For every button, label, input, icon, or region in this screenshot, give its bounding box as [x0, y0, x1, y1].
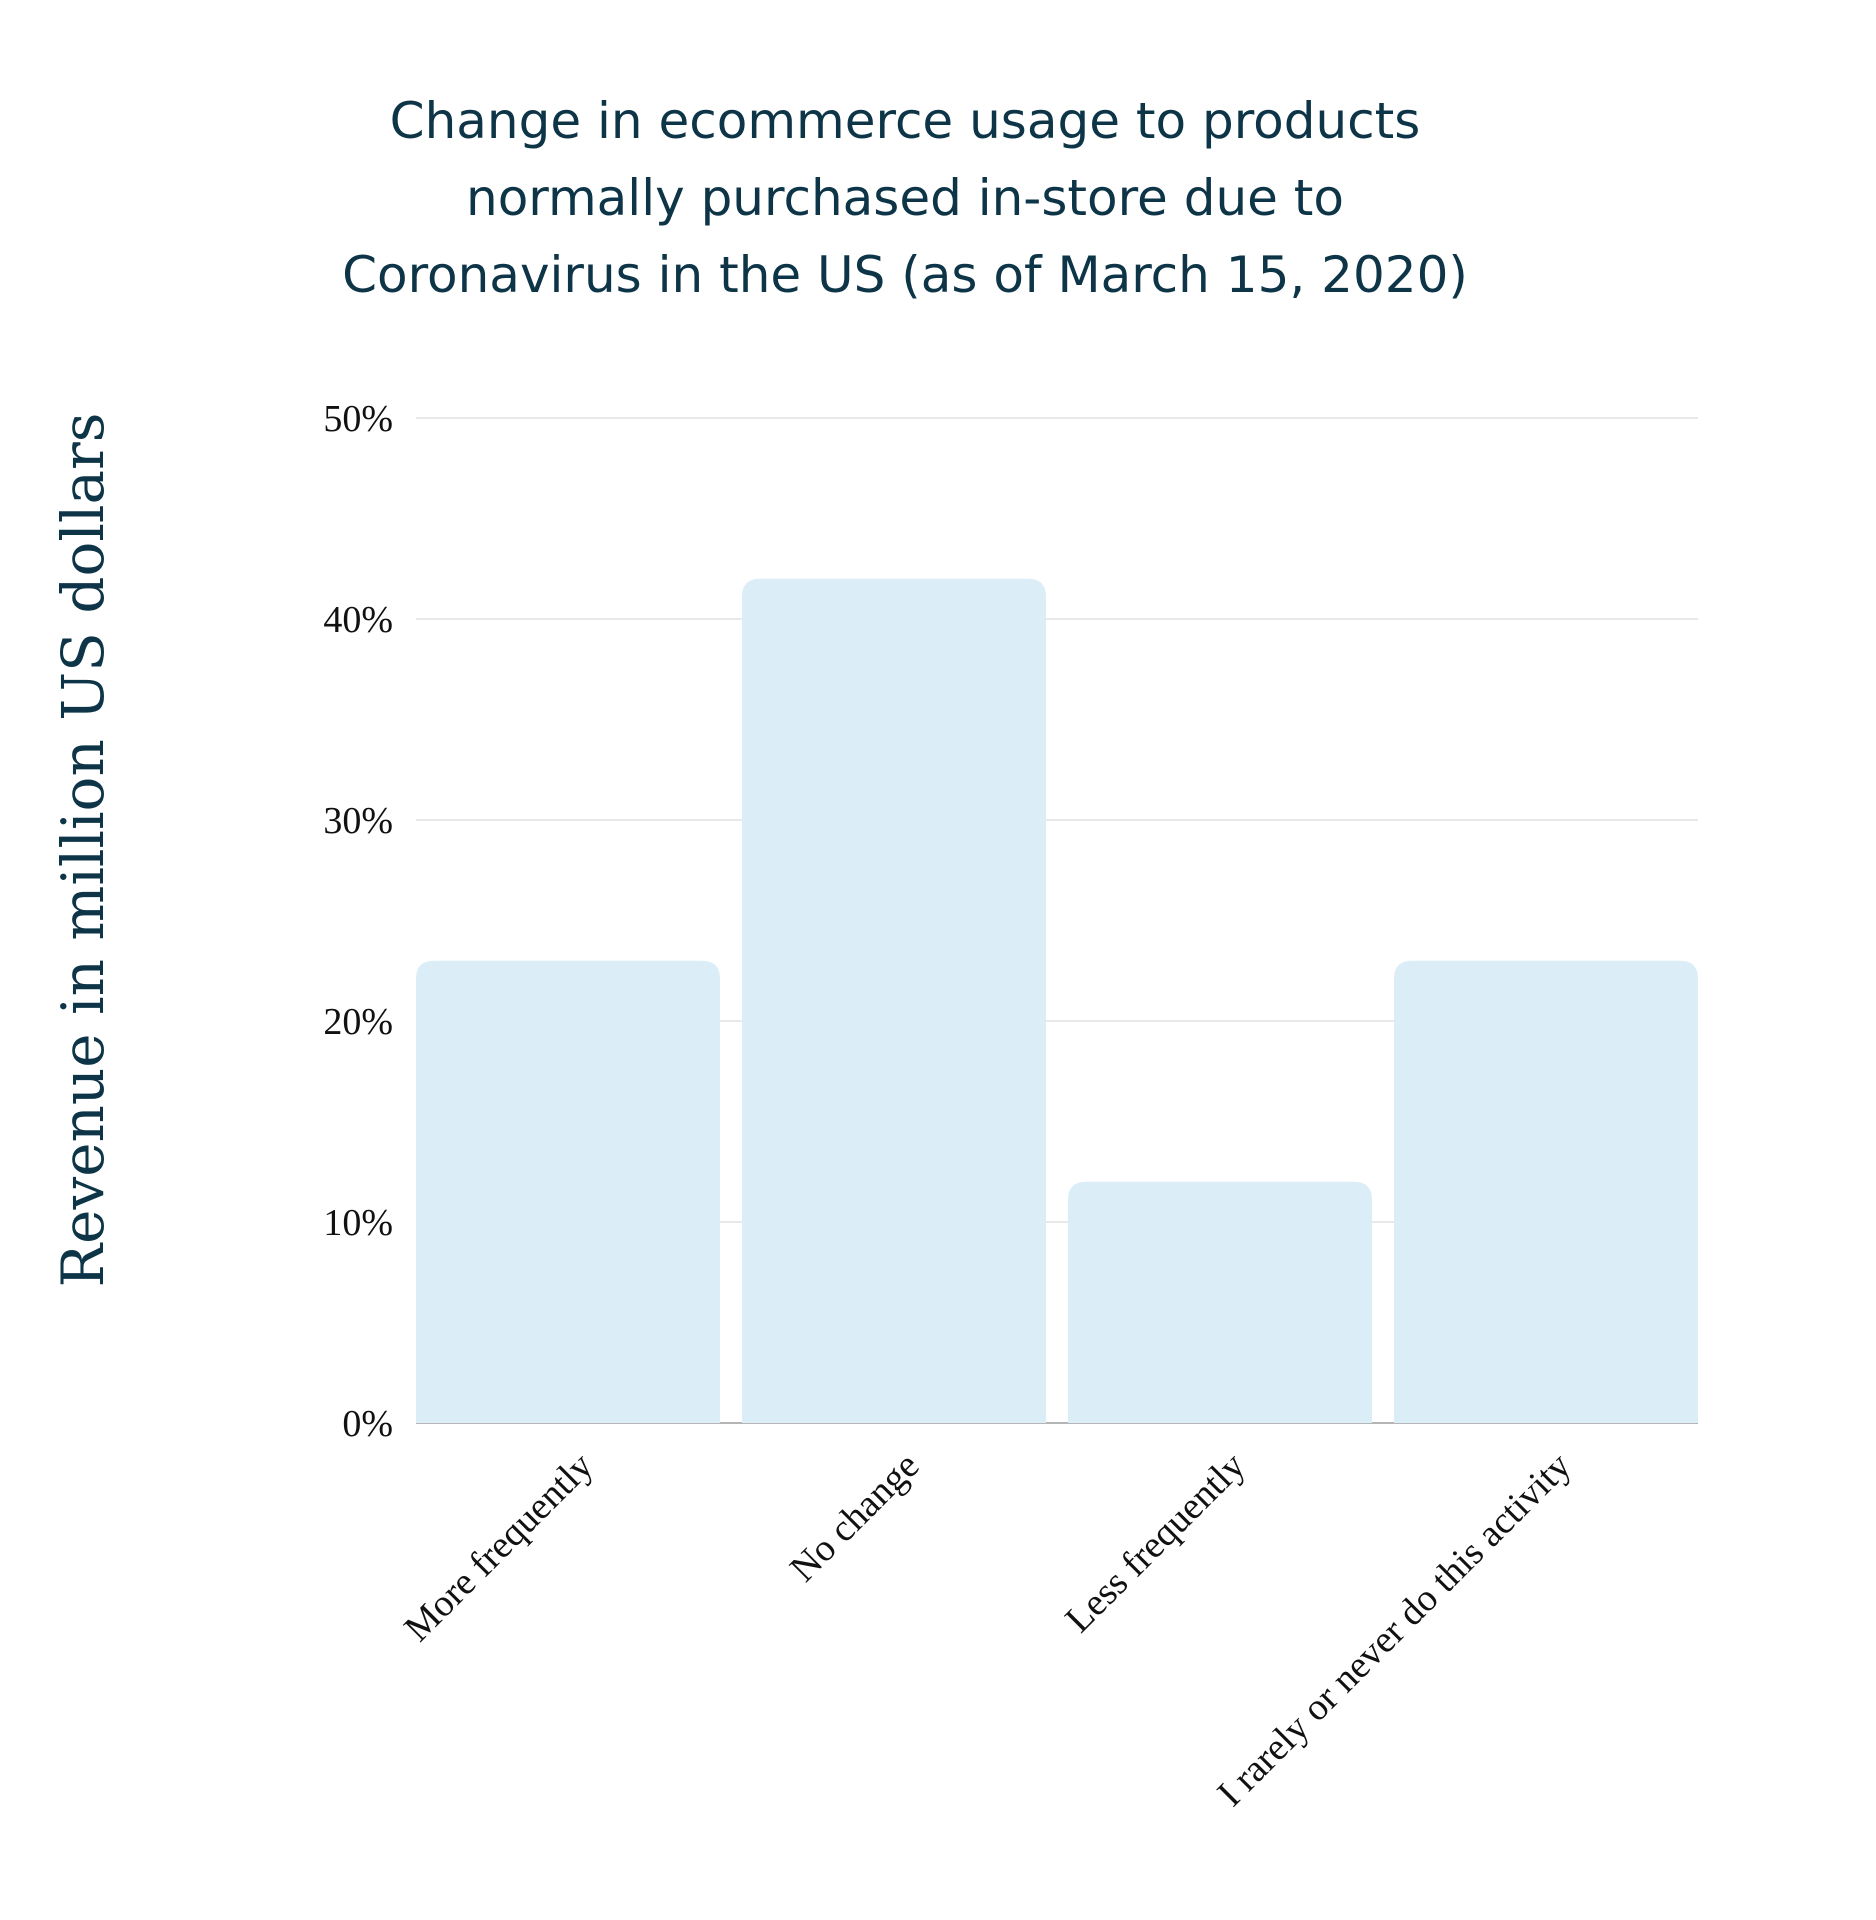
- y-tick-label: 0%: [342, 1403, 393, 1445]
- x-axis-categories: More frequently No change Less frequentlyI…: [396, 1445, 1579, 1815]
- y-tick-label: 30%: [323, 800, 393, 842]
- y-tick-label: 20%: [323, 1001, 393, 1043]
- y-axis-label: Revenue in million US dollars: [49, 412, 117, 1287]
- bars: [416, 578, 1698, 1423]
- y-tick-label: 40%: [323, 599, 393, 641]
- bar: [1394, 960, 1698, 1423]
- x-category-label: No change: [782, 1445, 927, 1590]
- bar: [742, 578, 1046, 1423]
- bar: [416, 960, 720, 1423]
- chart-title: Change in ecommerce usage to products no…: [342, 92, 1468, 304]
- y-tick-label: 50%: [323, 398, 393, 440]
- y-axis-ticks: 0% 10% 20% 30% 40% 50%: [323, 398, 393, 1445]
- y-tick-label: 10%: [323, 1202, 393, 1244]
- chart-title-line-2: normally purchased in-store due to: [466, 169, 1344, 227]
- x-category-label: I rarely or never do this activity: [1209, 1445, 1579, 1815]
- chart-title-line-1: Change in ecommerce usage to products: [390, 92, 1421, 150]
- x-category-label: Less frequently: [1057, 1445, 1253, 1641]
- chart-title-line-3: Coronavirus in the US (as of March 15, 2…: [342, 246, 1468, 304]
- bar: [1068, 1181, 1372, 1423]
- x-category-label: More frequently: [396, 1445, 601, 1650]
